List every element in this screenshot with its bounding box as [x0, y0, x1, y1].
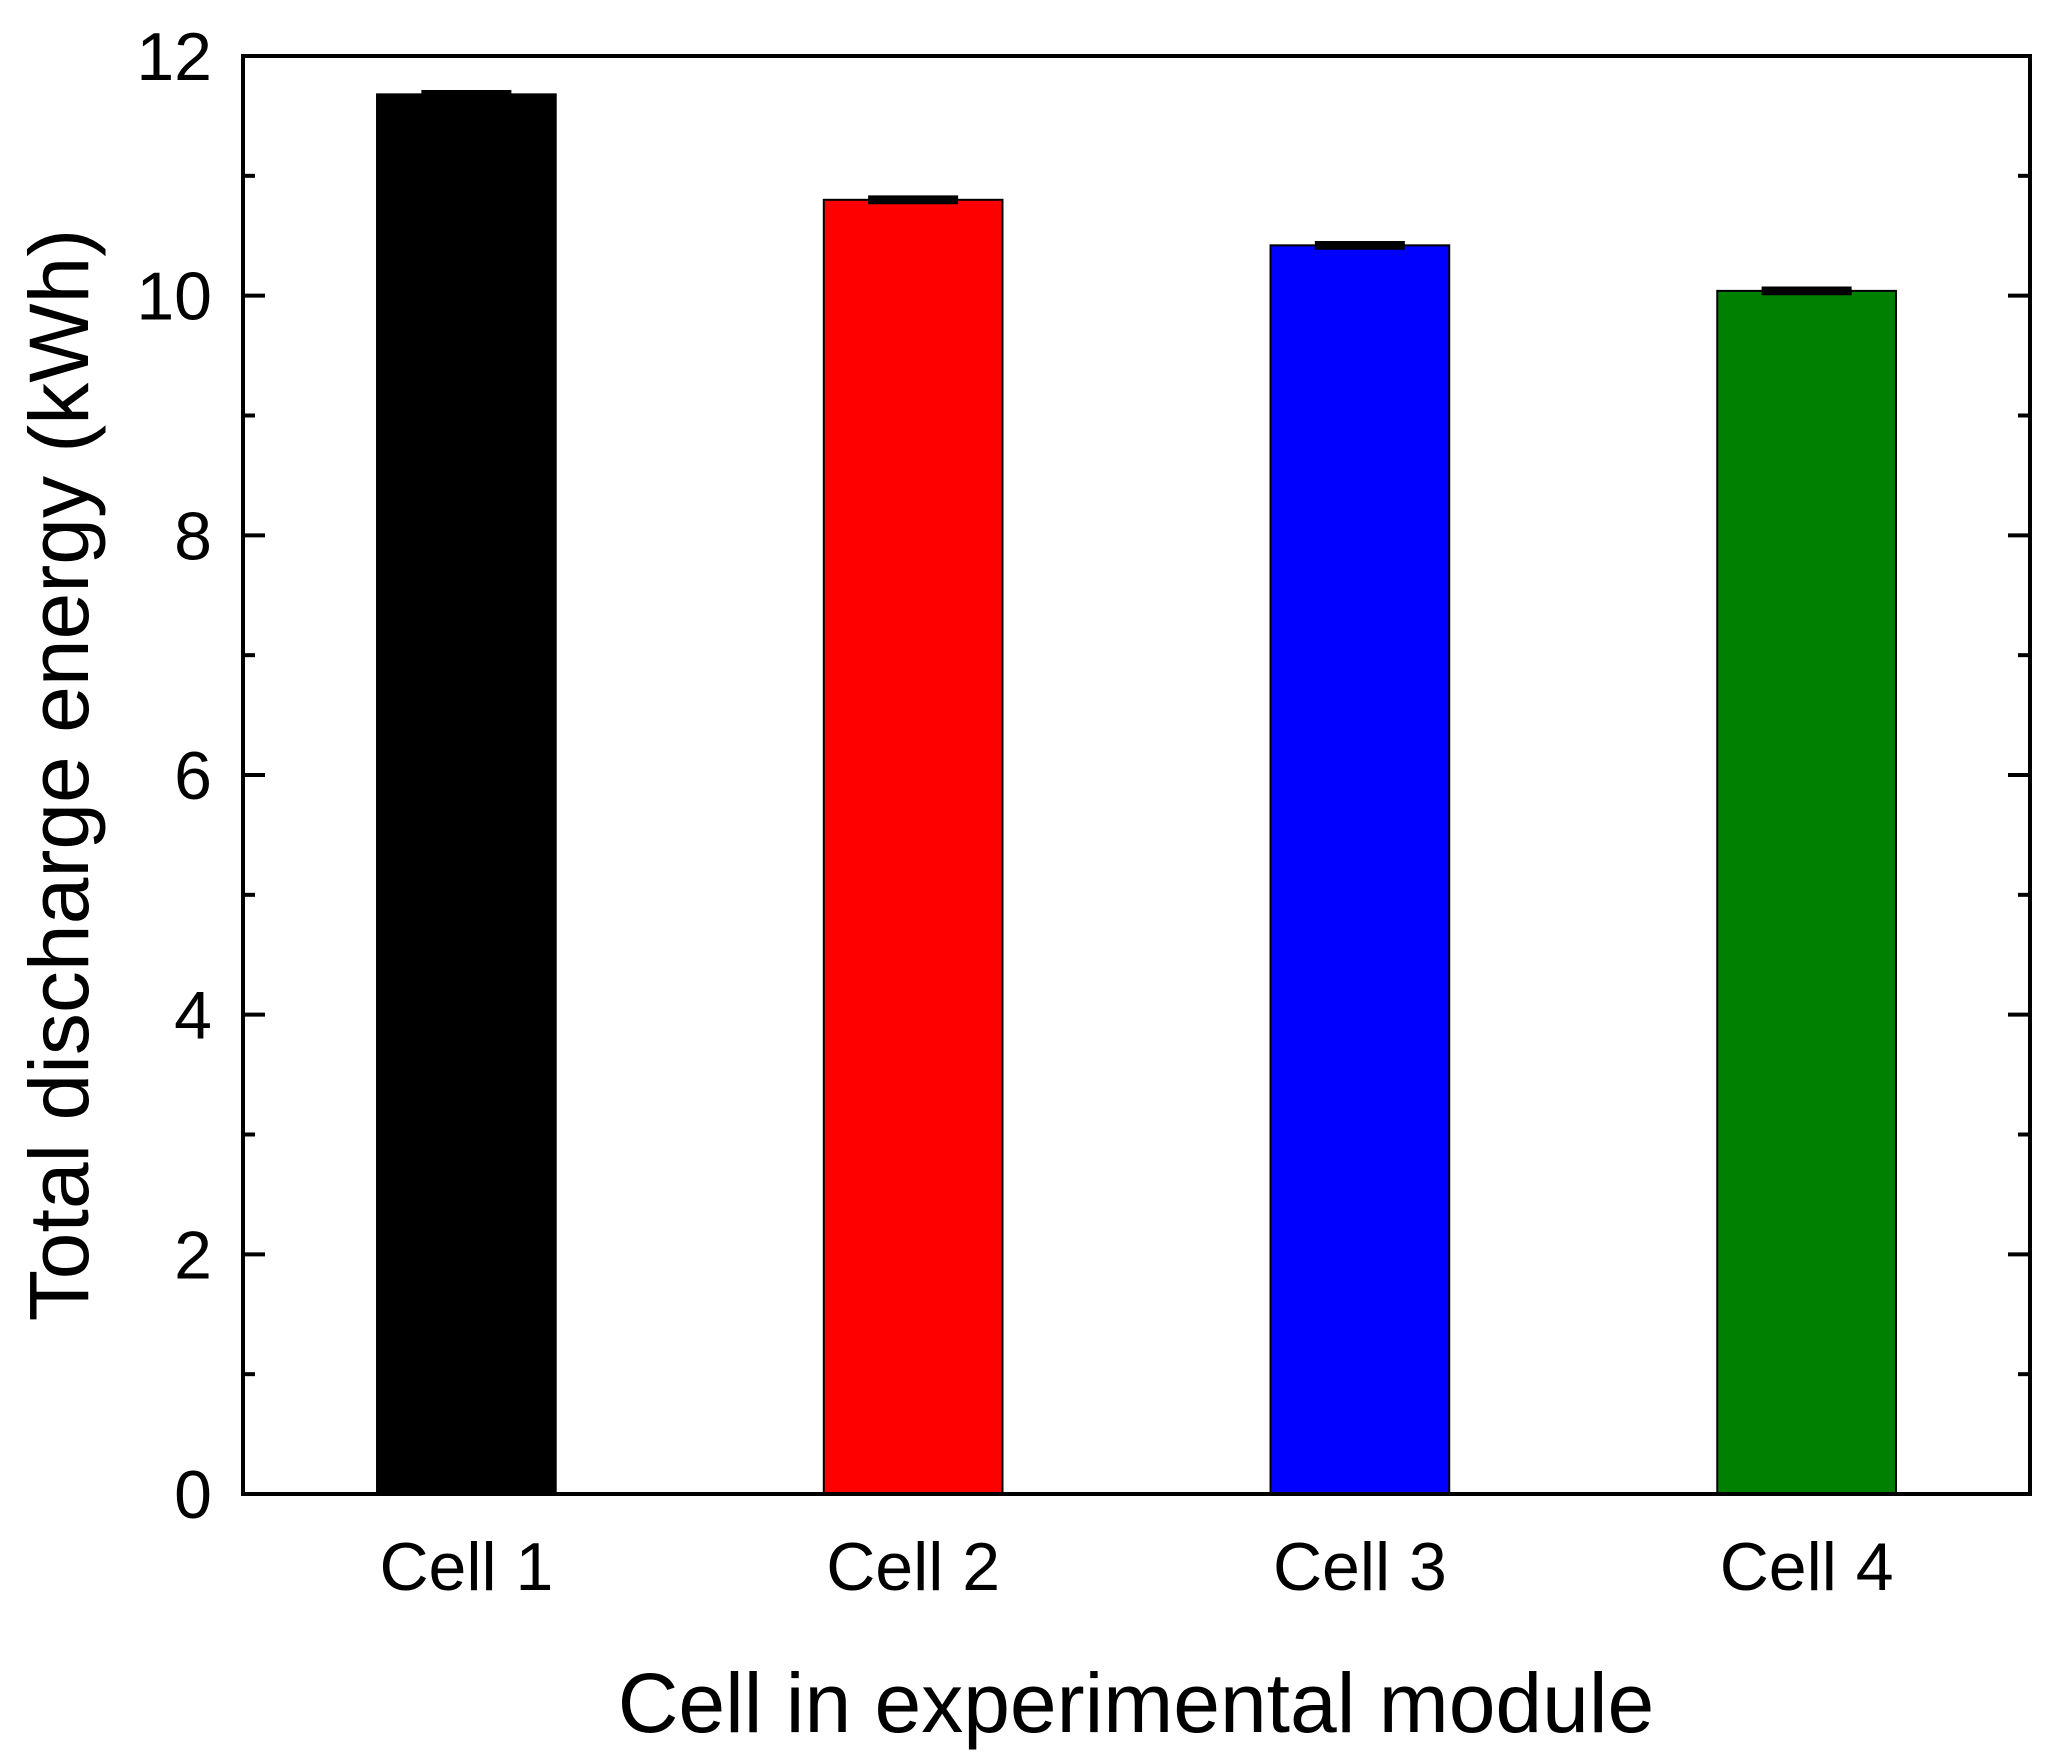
- x-axis-title: Cell in experimental module: [618, 1656, 1655, 1750]
- bar-3: [1269, 244, 1451, 1495]
- y-tick-label: 4: [174, 978, 212, 1054]
- bar-2: [822, 198, 1004, 1495]
- x-tick-label: Cell 4: [1720, 1529, 1894, 1605]
- bars-layer: [376, 89, 1897, 1496]
- bar-4: [1716, 289, 1897, 1496]
- y-tick-label: 2: [174, 1217, 212, 1293]
- tick-labels: Cell 1 Cell 2 Cell 3 Cell 4 0 2 4 6 8 10 12: [136, 19, 1893, 1605]
- x-tick-label: Cell 2: [826, 1529, 1000, 1605]
- y-axis-title: Total discharge energy (kWh): [12, 229, 106, 1321]
- y-tick-label: 12: [136, 19, 212, 95]
- y-tick-label: 10: [136, 259, 212, 335]
- bar-1: [376, 93, 557, 1495]
- y-tick-label: 0: [174, 1457, 212, 1533]
- x-tick-label: Cell 1: [379, 1529, 553, 1605]
- y-tick-label: 8: [174, 498, 212, 574]
- x-tick-label: Cell 3: [1273, 1529, 1447, 1605]
- plot-frame: [241, 54, 2032, 1496]
- y-tick-label: 6: [174, 738, 212, 814]
